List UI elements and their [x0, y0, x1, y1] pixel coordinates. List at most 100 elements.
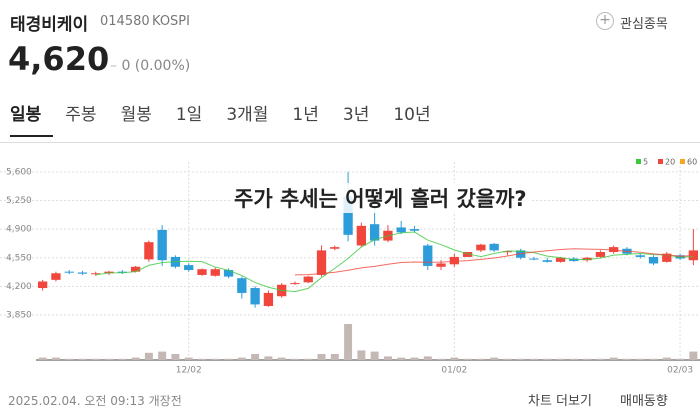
y-tick-label: 3,850	[6, 311, 32, 321]
tab[interactable]: 3개월	[226, 105, 269, 125]
volume-bar	[689, 351, 698, 360]
volume-bar	[317, 354, 326, 360]
candle-body	[157, 229, 167, 261]
candle-body	[51, 273, 61, 280]
x-tick-label: 12/02	[176, 366, 202, 376]
stock-code: 014580	[100, 14, 150, 29]
volume-bar	[583, 358, 592, 360]
candle-body	[343, 196, 353, 235]
volume-bar	[596, 358, 605, 360]
moving-average	[95, 231, 694, 293]
candle-body	[316, 250, 327, 275]
tab[interactable]: 주봉	[65, 105, 97, 125]
divider	[0, 142, 700, 143]
moving-average	[294, 248, 694, 276]
volume-bar	[171, 354, 180, 360]
stock-name: 태경비케이	[10, 15, 89, 35]
candle-body	[595, 252, 606, 257]
volume-bar	[51, 357, 60, 360]
legend-swatch	[680, 159, 685, 164]
volume-bar	[357, 350, 366, 360]
volume-bar	[676, 358, 685, 360]
volume-bar	[450, 357, 459, 360]
tab[interactable]: 1년	[292, 105, 319, 125]
y-tick-label: 5,600	[6, 167, 32, 177]
tab[interactable]: 월봉	[120, 105, 152, 125]
volume-bar	[277, 357, 286, 360]
volume-bar	[569, 358, 578, 360]
volume-bar	[224, 358, 233, 360]
candle-body	[91, 273, 101, 275]
tab[interactable]: 10년	[393, 105, 431, 125]
volume-bar	[410, 357, 419, 360]
candle-body	[184, 265, 194, 271]
candle-body	[662, 253, 672, 262]
tab[interactable]: 일봉	[10, 100, 54, 137]
legend-swatch	[636, 159, 641, 164]
candle-body	[369, 224, 380, 241]
plus-icon[interactable]: +	[596, 12, 614, 30]
candle-body	[223, 270, 234, 277]
volume-bar	[516, 358, 525, 360]
volume-bar	[78, 358, 87, 360]
legend-label: 5	[643, 158, 648, 167]
y-tick-label: 4,200	[6, 282, 32, 292]
volume-bar	[490, 357, 499, 360]
volume-bar	[264, 356, 273, 360]
page: 태경비케이 014580 KOSPI + 관심종목 4,620 – 0 (0.0…	[0, 12, 700, 409]
volume-bar	[38, 357, 47, 360]
candle-body	[303, 276, 313, 283]
volume-bar	[463, 358, 472, 360]
candle-body	[396, 227, 406, 233]
x-tick-label: 01/02	[441, 366, 467, 376]
chart: 3,850 4,200 4,550 4,900 5,250 5,600 12/02 01/02…	[0, 158, 700, 376]
candle-body	[356, 225, 367, 246]
price-change: – 0 (0.00%)	[110, 58, 191, 74]
overlay-title: 주가 추세는 어떻게 흘러 갔을까?	[230, 183, 531, 213]
volume-bar	[503, 358, 512, 360]
volume-bar	[330, 354, 339, 360]
legend-label: 20	[665, 158, 675, 167]
y-tick-label: 5,250	[6, 196, 32, 206]
volume-bar	[383, 356, 392, 360]
candle-body	[37, 281, 48, 289]
volume-bar	[211, 358, 220, 360]
candle-body	[130, 266, 141, 272]
candle-body	[237, 278, 247, 293]
candle-body	[635, 255, 645, 257]
candle-body	[117, 271, 127, 273]
volume-bar	[543, 358, 552, 360]
volume-bar	[344, 324, 353, 360]
volume-bar	[530, 358, 538, 360]
candle-body	[449, 256, 459, 265]
candle-body	[423, 245, 433, 266]
watch-button[interactable]: 관심종목	[620, 17, 668, 32]
candle-body	[290, 283, 300, 285]
volume-bar	[131, 357, 140, 360]
market: KOSPI	[152, 14, 190, 29]
volume-bar	[251, 354, 260, 360]
tab[interactable]: 3년	[342, 105, 370, 125]
candle-body	[462, 252, 473, 257]
candle-body	[210, 269, 220, 276]
candle-body	[476, 244, 486, 251]
volume-bar	[158, 351, 167, 360]
legend-label: 60	[687, 158, 697, 167]
candle-body	[197, 269, 207, 275]
volume-bar	[118, 358, 127, 360]
candle-body	[144, 242, 154, 260]
tab[interactable]: 1일	[175, 105, 203, 125]
volume-bar	[636, 358, 645, 360]
volume-bar	[237, 357, 246, 360]
candle-body	[263, 292, 274, 307]
candle-body	[542, 260, 552, 262]
volume-bar	[423, 356, 432, 360]
volume-bar	[198, 358, 206, 360]
candle-body	[77, 272, 88, 274]
y-tick-label: 4,550	[6, 253, 32, 263]
volume-bar	[556, 358, 565, 360]
volume-bar	[476, 358, 485, 360]
volume-bar	[437, 358, 446, 360]
candle-body	[250, 288, 260, 305]
tabs: 일봉 주봉 월봉 1일 3개월 1년 3년 10년	[10, 100, 455, 137]
